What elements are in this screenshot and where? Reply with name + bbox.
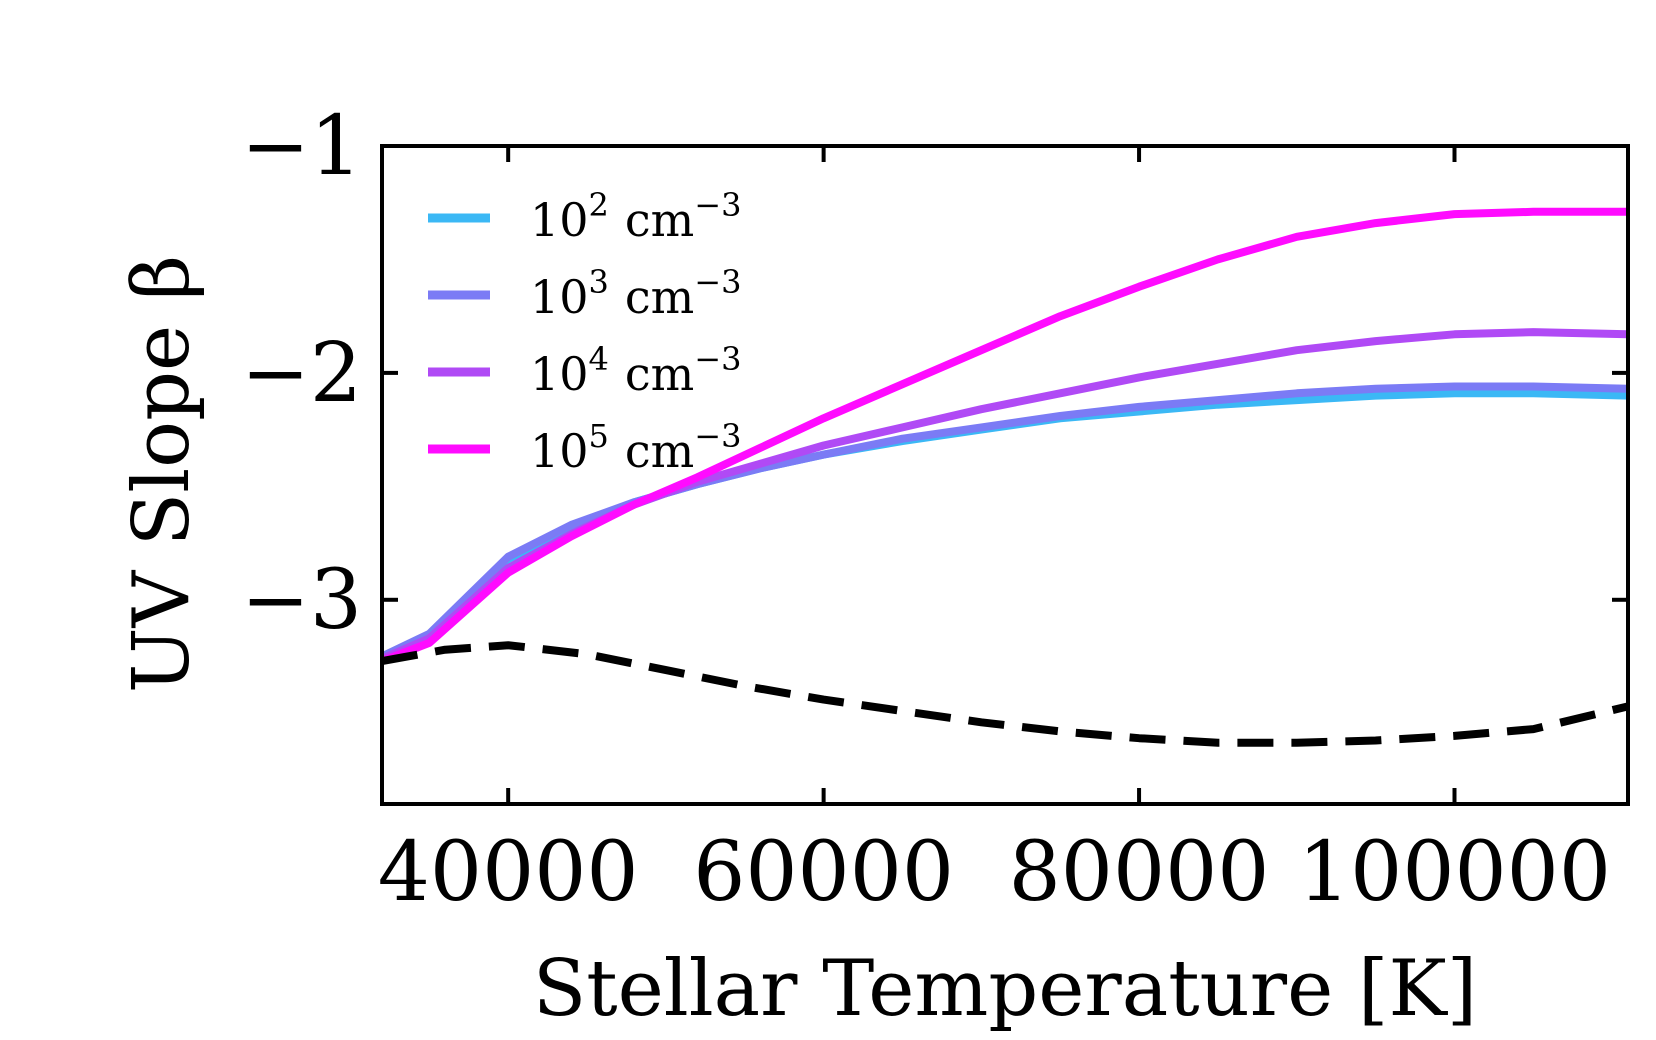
y-axis-label: UV Slope β — [117, 255, 207, 693]
series-line-2 — [380, 382, 1629, 661]
legend-label: 103 cm−3 — [530, 263, 741, 324]
legend-label: 105 cm−3 — [530, 417, 741, 478]
series-layer — [380, 207, 1629, 747]
series-line-dashed — [381, 641, 1629, 747]
legend-label: 104 cm−3 — [530, 340, 741, 401]
legend-label: 102 cm−3 — [530, 186, 741, 247]
x-tick-label: 40000 — [378, 825, 639, 920]
y-tick-label: −2 — [241, 326, 362, 421]
x-tick-label: 60000 — [693, 825, 954, 920]
y-tick-label: −1 — [241, 99, 362, 194]
x-tick-label: 80000 — [1009, 825, 1270, 920]
plot-frame — [380, 144, 1630, 806]
x-axis-label: Stellar Temperature [K] — [533, 944, 1477, 1034]
y-tick-label: −3 — [241, 553, 362, 648]
series-line-4 — [380, 207, 1628, 665]
x-tick-label: 100000 — [1298, 825, 1611, 920]
tick-layer: 40000 60000 80000 100000 −1 −2 −3 — [241, 99, 1628, 920]
legend: 102 cm−3 103 cm−3 104 cm−3 105 cm−3 — [428, 186, 741, 478]
